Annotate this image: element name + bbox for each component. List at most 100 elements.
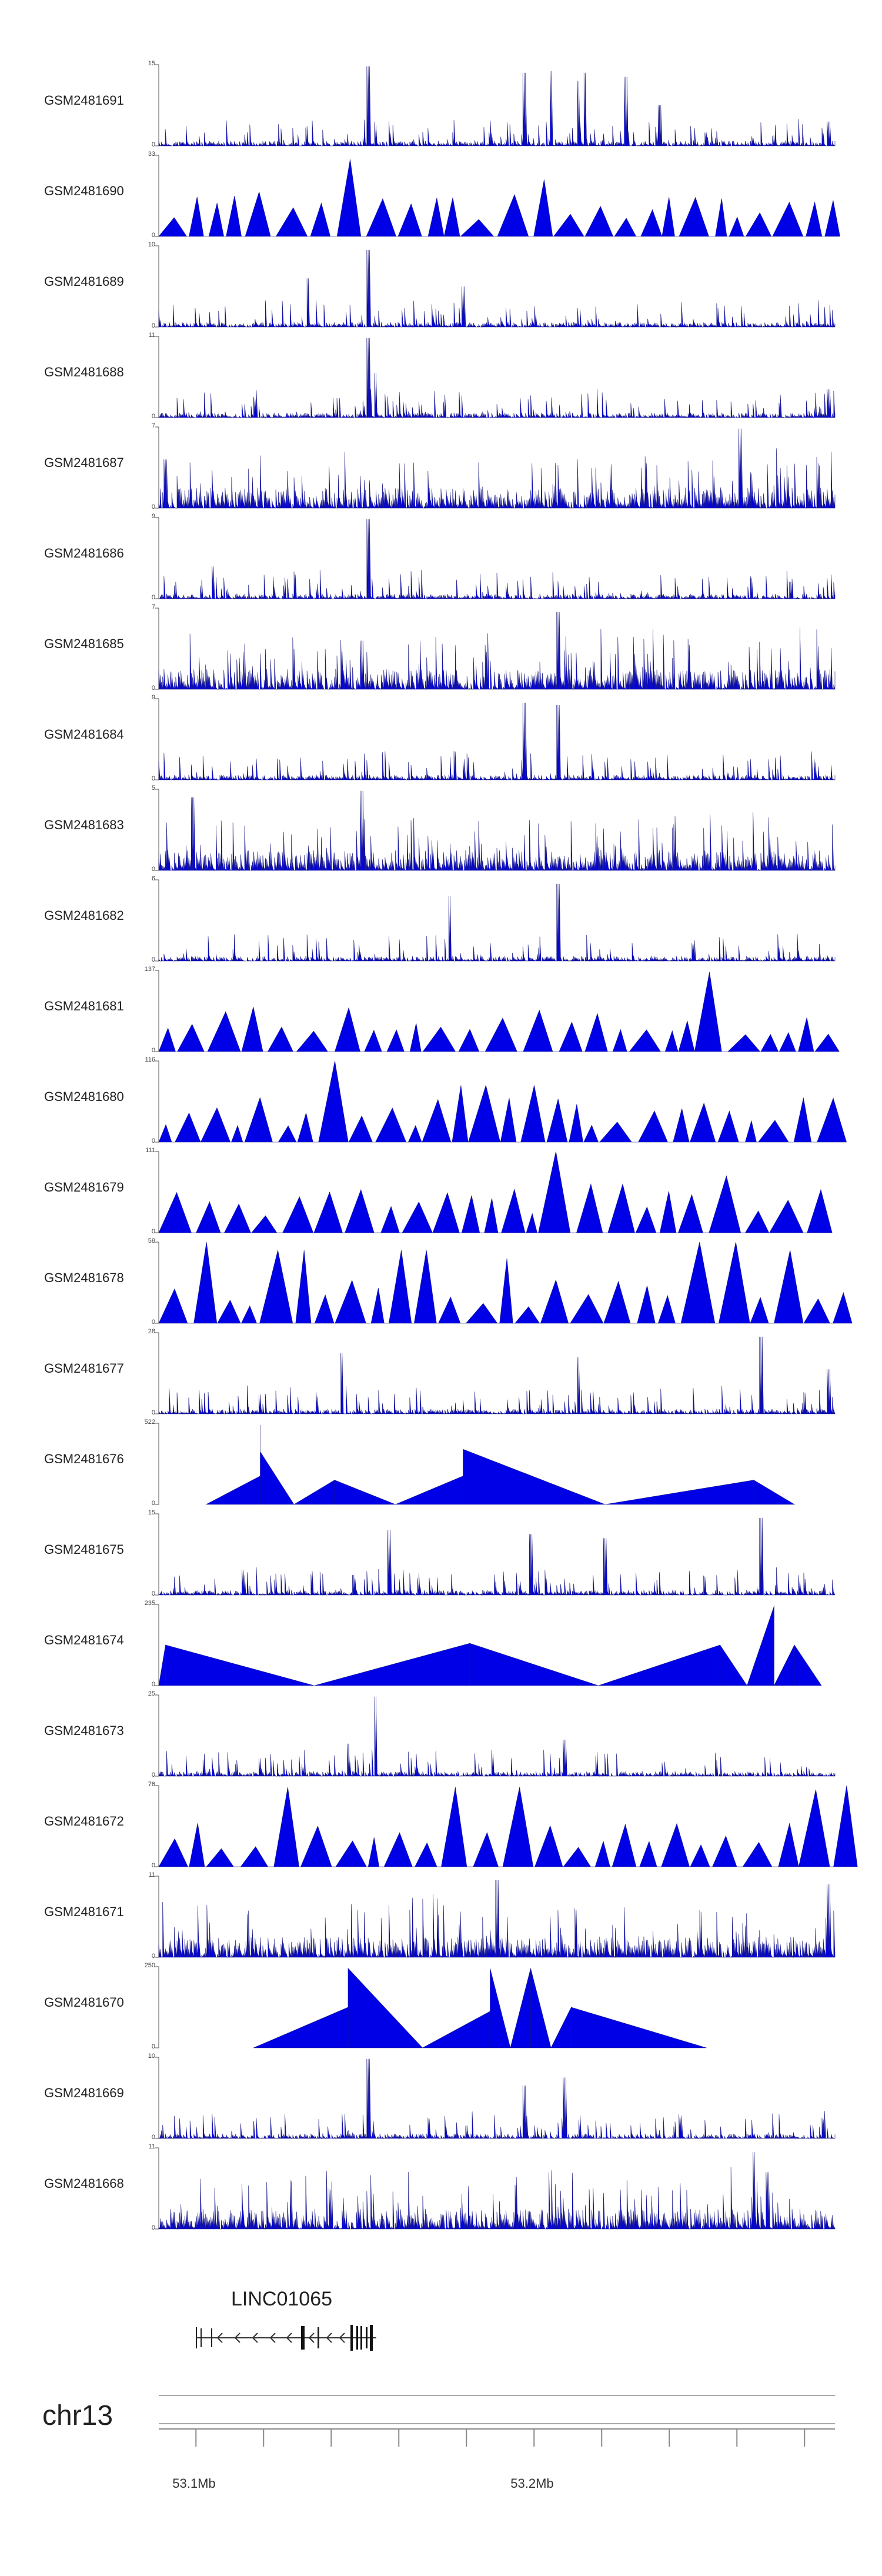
track-zero-value: 0 — [151, 1681, 155, 1688]
track-zero-value: 0 — [151, 1409, 155, 1416]
chromosome-ideogram — [159, 2395, 835, 2424]
gene-model — [196, 2325, 376, 2351]
signal-track — [155, 1423, 796, 1505]
track-label: GSM2481689 — [44, 274, 124, 289]
track-zero-value: 0 — [151, 503, 155, 510]
track-max-value: 58 — [148, 1237, 155, 1244]
signal-area — [158, 1880, 836, 1958]
track-max-value: 7 — [151, 603, 155, 610]
signal-area — [158, 1606, 822, 1686]
track-max-value: 9 — [151, 513, 155, 520]
signal-area — [158, 883, 836, 962]
signal-track — [155, 517, 836, 600]
track-max-value: 11 — [148, 2143, 155, 2150]
track-max-value: 7 — [151, 422, 155, 429]
signal-area — [158, 2058, 836, 2140]
track-zero-value: 0 — [151, 685, 155, 692]
track-max-value: 137 — [144, 966, 155, 973]
signal-area — [158, 2151, 836, 2230]
track-label: GSM2481684 — [44, 727, 124, 742]
track-label: GSM2481672 — [44, 1814, 124, 1828]
signal-area — [158, 159, 840, 238]
track-zero-value: 0 — [151, 413, 155, 420]
track-zero-value: 0 — [151, 594, 155, 601]
signal-area — [158, 1336, 836, 1415]
signal-area — [158, 702, 836, 781]
signal-area — [158, 1151, 833, 1233]
track-max-value: 522 — [144, 1419, 155, 1426]
signal-track — [155, 1332, 836, 1415]
track-zero-value: 0 — [151, 1319, 155, 1326]
signal-area — [158, 612, 836, 690]
track-zero-value: 0 — [151, 1953, 155, 1960]
signal-area — [158, 1517, 836, 1596]
track-zero-value: 0 — [151, 1500, 155, 1507]
track-label: GSM2481688 — [44, 365, 124, 379]
track-zero-value: 0 — [151, 2134, 155, 2141]
signal-track — [155, 426, 836, 509]
signal-track — [155, 608, 836, 690]
signal-track — [155, 1876, 836, 1958]
track-label: GSM2481674 — [44, 1633, 124, 1647]
track-max-value: 10 — [148, 241, 155, 248]
signal-area — [158, 790, 836, 872]
track-label: GSM2481670 — [44, 1995, 124, 2010]
track-label: GSM2481673 — [44, 1723, 124, 1738]
track-label: GSM2481683 — [44, 817, 124, 832]
signal-track — [155, 336, 836, 419]
track-zero-value: 0 — [151, 141, 155, 148]
signal-track — [155, 1242, 853, 1324]
track-label: GSM2481682 — [44, 908, 124, 923]
track-max-value: 250 — [144, 1962, 155, 1969]
track-max-value: 15 — [148, 60, 155, 67]
signal-area — [253, 1968, 707, 2048]
signal-area — [158, 66, 836, 147]
track-label: GSM2481678 — [44, 1270, 124, 1285]
signal-track — [155, 1785, 858, 1867]
track-label: GSM2481680 — [44, 1089, 124, 1104]
track-zero-value: 0 — [151, 775, 155, 782]
signal-track — [155, 2057, 836, 2140]
signal-track — [155, 1966, 707, 2048]
track-label: GSM2481668 — [44, 2176, 124, 2191]
signal-track — [155, 1060, 847, 1143]
track-label: GSM2481686 — [44, 546, 124, 560]
track-zero-value: 0 — [151, 866, 155, 873]
signal-track — [155, 789, 836, 872]
track-max-value: 6 — [151, 875, 155, 882]
signal-track — [155, 2147, 836, 2230]
track-max-value: 10 — [148, 2053, 155, 2060]
signal-area — [158, 1242, 853, 1324]
track-max-value: 15 — [148, 1509, 155, 1516]
chromosome-label: chr13 — [42, 2400, 113, 2431]
signal-track — [155, 879, 836, 962]
signal-track — [155, 698, 836, 781]
track-zero-value: 0 — [151, 1228, 155, 1235]
track-label: GSM2481669 — [44, 2086, 124, 2100]
gene-exons — [196, 2327, 212, 2348]
track-zero-value: 0 — [151, 1137, 155, 1144]
signal-area — [158, 338, 836, 419]
track-max-value: 111 — [145, 1147, 155, 1154]
signal-area — [158, 519, 836, 600]
track-zero-value: 0 — [151, 322, 155, 329]
strand-arrows — [216, 2333, 345, 2343]
signal-area — [158, 249, 836, 328]
track-label: GSM2481690 — [44, 183, 124, 198]
track-label: GSM2481677 — [44, 1361, 124, 1376]
track-max-value: 76 — [148, 1781, 155, 1788]
track-max-value: 235 — [144, 1600, 155, 1607]
gene-name: LINC01065 — [231, 2288, 333, 2310]
signal-area — [158, 428, 836, 509]
track-max-value: 33 — [148, 151, 155, 158]
track-max-value: 11 — [148, 1871, 155, 1878]
track-max-value: 25 — [148, 1690, 155, 1697]
genome-axis — [159, 2428, 835, 2447]
track-max-value: 9 — [151, 694, 155, 701]
track-label: GSM2481681 — [44, 999, 124, 1013]
axis-coordinate-label: 53.2Mb — [510, 2476, 554, 2491]
track-max-value: 5 — [151, 785, 155, 792]
signal-area — [206, 1424, 796, 1505]
axis-coordinate-label: 53.1Mb — [172, 2476, 216, 2491]
track-zero-value: 0 — [151, 2043, 155, 2050]
